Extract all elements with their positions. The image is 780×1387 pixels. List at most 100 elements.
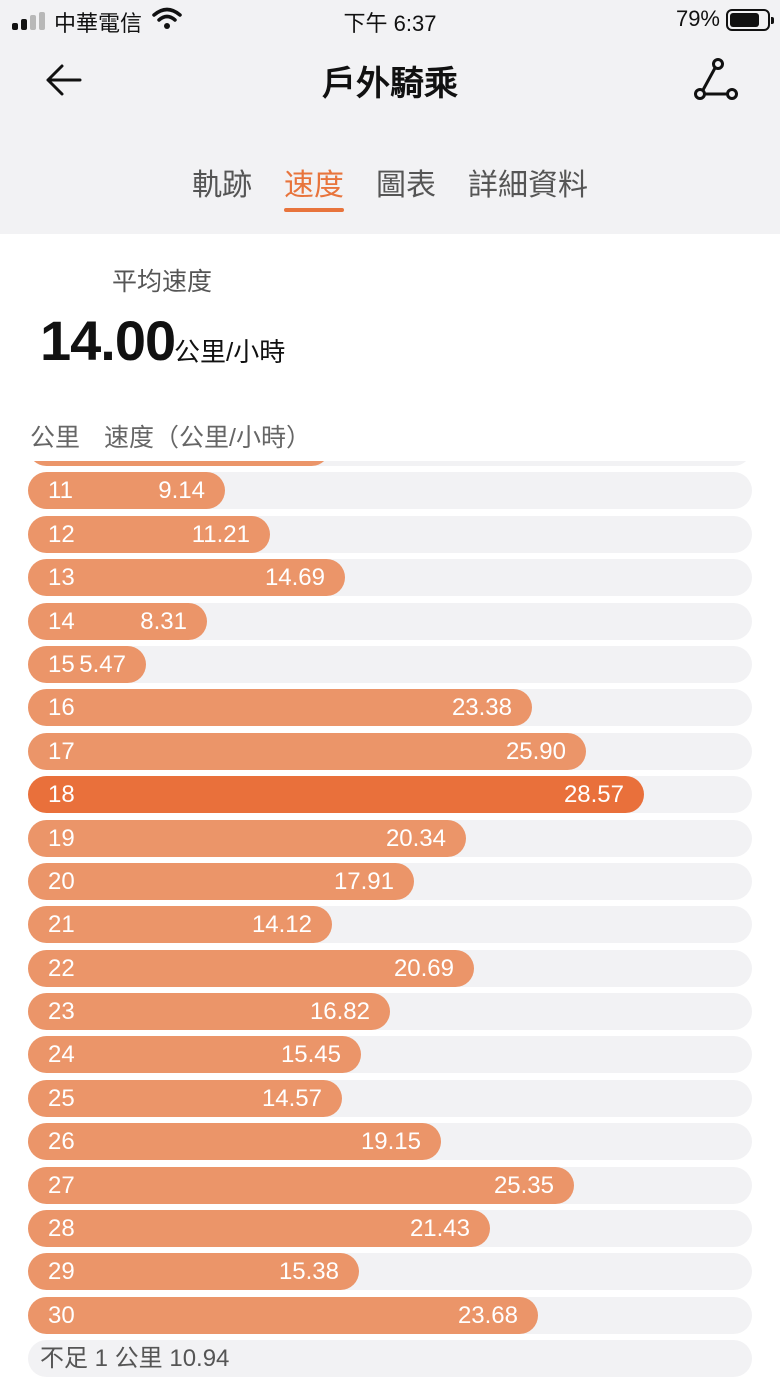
speed-bar — [28, 776, 644, 814]
speed-value-label: 20.34 — [385, 824, 446, 852]
speed-value-label: 8.31 — [140, 607, 187, 635]
speed-list[interactable]: 11 9.14 12 11.21 13 14.69 14 8.31 15 5.47 16 23.38 1… — [28, 461, 752, 1387]
speed-value-label: 9.14 — [158, 477, 205, 505]
speed-value-label: 14.57 — [261, 1084, 322, 1112]
speed-row-km-15: 15 5.47 — [28, 645, 752, 683]
speed-bar — [28, 461, 330, 466]
carrier-name: 中華電信 — [54, 11, 143, 36]
speed-bar — [28, 472, 225, 510]
speed-value-label: 5.47 — [79, 650, 126, 678]
km-label: 23 — [48, 998, 75, 1026]
km-label: 30 — [48, 1301, 75, 1329]
speed-bar — [28, 602, 207, 640]
speed-value-label: 21.43 — [409, 1215, 470, 1243]
km-label: 14 — [48, 607, 75, 635]
route-icon[interactable] — [692, 56, 740, 104]
km-label: 11 — [48, 477, 73, 505]
speed-row-km-17: 17 25.90 — [28, 732, 752, 770]
km-label: 25 — [48, 1084, 75, 1112]
speed-value-label: 14.69 — [264, 564, 325, 592]
status-time: 下午 6:37 — [343, 11, 437, 36]
speed-value-label: 23.68 — [457, 1301, 518, 1329]
tab-bar: 軌跡 速度 圖表 詳細資料 — [0, 160, 780, 212]
speed-bar — [28, 1296, 538, 1334]
speed-value-label: 15.45 — [280, 1041, 341, 1069]
speed-row-km-16: 16 23.38 — [28, 689, 752, 727]
speed-value-label: 23.38 — [451, 694, 512, 722]
speed-value-label: 20.69 — [393, 954, 454, 982]
km-label: 20 — [48, 867, 75, 895]
speed-row-km-25: 25 14.57 — [28, 1079, 752, 1117]
speed-bar — [28, 1123, 441, 1161]
speed-value-label: 25.90 — [505, 737, 566, 765]
remainder-text: 不足 1 公里 10.94 — [40, 1345, 230, 1373]
page-title: 戶外騎乘 — [322, 65, 458, 103]
speed-value-label: 17.91 — [333, 867, 394, 895]
speed-row-km-11: 11 9.14 — [28, 472, 752, 510]
speed-row-km-18: 18 28.57 — [28, 776, 752, 814]
speed-bar — [28, 906, 332, 944]
speed-bar — [28, 515, 270, 553]
speed-row-km-24: 24 15.45 — [28, 1036, 752, 1074]
speed-row-km-12: 12 11.21 — [28, 515, 752, 553]
speed-bar — [28, 1079, 342, 1117]
km-label: 22 — [48, 954, 75, 982]
arrow-left-icon[interactable] — [40, 56, 88, 104]
km-label: 12 — [48, 520, 75, 548]
tab-speed[interactable]: 速度 — [284, 160, 344, 212]
km-label: 17 — [48, 737, 75, 765]
speed-row-km-27: 27 25.35 — [28, 1166, 752, 1204]
km-label: 27 — [48, 1171, 75, 1199]
speed-bar — [28, 1253, 359, 1291]
battery-percent: 79% — [675, 6, 720, 31]
speed-row-km-26: 26 19.15 — [28, 1123, 752, 1161]
speed-bar — [28, 1210, 490, 1248]
speed-value-label: 19.15 — [360, 1128, 421, 1156]
speed-bar — [28, 559, 345, 597]
speed-bar — [28, 949, 474, 987]
tab-track[interactable]: 軌跡 — [192, 169, 252, 202]
average-speed-value: 14.00 — [40, 309, 176, 372]
speed-bar — [28, 819, 466, 857]
speed-list-content: 11 9.14 12 11.21 13 14.69 14 8.31 15 5.47 16 23.38 1… — [28, 461, 752, 1378]
speed-row-km-22: 22 20.69 — [28, 949, 752, 987]
battery-icon — [726, 9, 774, 31]
speed-bar — [28, 1166, 574, 1204]
speed-value-label: 25.35 — [493, 1171, 554, 1199]
average-speed-unit: 公里/小時 — [174, 337, 286, 367]
speed-value-label: 11.21 — [191, 520, 250, 548]
speed-row-km-20: 20 17.91 — [28, 862, 752, 900]
speed-bar — [28, 645, 146, 683]
column-header-speed: 速度（公里/小時） — [104, 424, 311, 452]
speed-row-km-30: 30 23.68 — [28, 1296, 752, 1334]
speed-bar — [28, 732, 586, 770]
km-label: 29 — [48, 1258, 75, 1286]
speed-value-label: 14.12 — [251, 911, 312, 939]
header-area: 中華電信 下午 6:37 79% 戶外騎乘 軌跡 速度 圖表 詳細資料 — [0, 0, 780, 234]
tab-details[interactable]: 詳細資料 — [468, 169, 588, 202]
signal-icon — [12, 12, 48, 30]
km-label: 16 — [48, 694, 75, 722]
speed-row-km-28: 28 21.43 — [28, 1210, 752, 1248]
column-header-km: 公里 — [30, 424, 81, 452]
speed-bar — [28, 689, 532, 727]
speed-value-label: 15.38 — [278, 1258, 339, 1286]
tab-chart[interactable]: 圖表 — [376, 169, 436, 202]
km-label: 15 — [48, 650, 75, 678]
speed-bar — [28, 993, 390, 1031]
speed-row-km-14: 14 8.31 — [28, 602, 752, 640]
speed-row-km-10 — [28, 461, 752, 466]
remainder-row: 不足 1 公里 10.94 — [28, 1340, 752, 1378]
speed-bar — [28, 862, 414, 900]
km-label: 18 — [48, 781, 75, 809]
status-bar: 中華電信 下午 6:37 79% — [0, 0, 780, 40]
speed-row-km-19: 19 20.34 — [28, 819, 752, 857]
average-speed-label: 平均速度 — [112, 268, 213, 296]
km-label: 28 — [48, 1215, 75, 1243]
km-label: 26 — [48, 1128, 75, 1156]
speed-row-km-13: 13 14.69 — [28, 559, 752, 597]
speed-row-km-23: 23 16.82 — [28, 993, 752, 1031]
speed-value-label: 16.82 — [309, 998, 370, 1026]
wifi-icon — [152, 7, 182, 29]
column-headers: 公里 速度（公里/小時） — [30, 418, 335, 454]
